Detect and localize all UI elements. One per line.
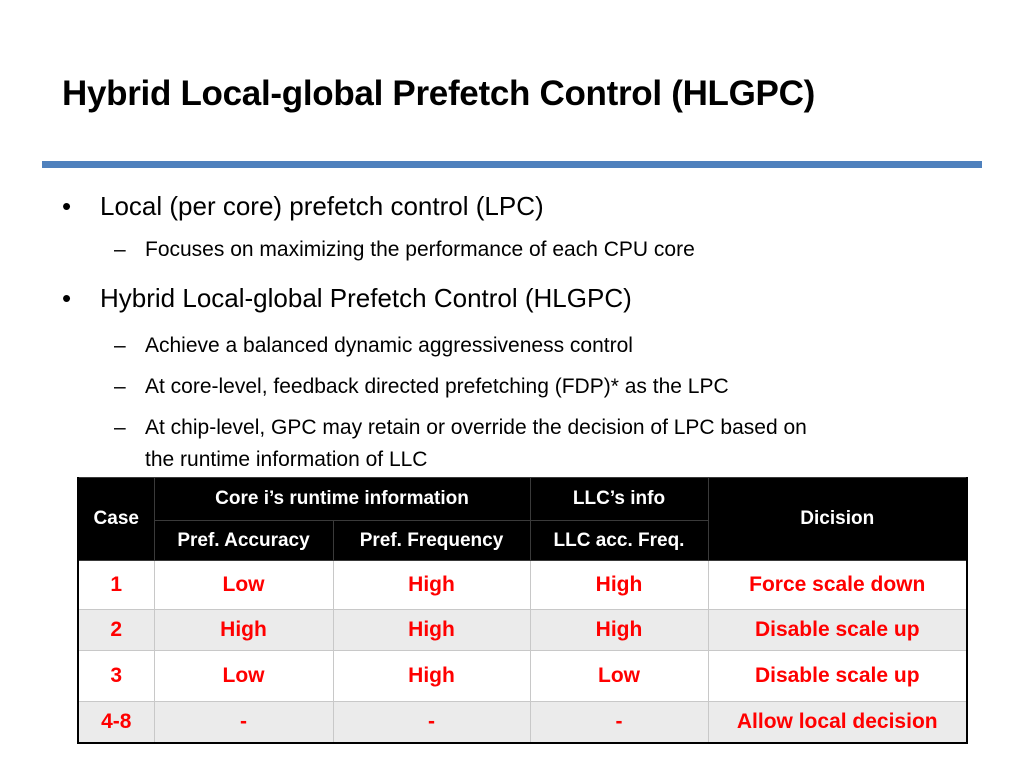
sub-bullet-core-level: – At core-level, feedback directed prefet… — [114, 371, 729, 403]
cell-frequency: High — [332, 650, 531, 702]
header-decision: Dicision — [707, 477, 968, 561]
cell-accuracy: - — [153, 701, 334, 744]
bullet-lpc-text: Local (per core) prefetch control (LPC) — [100, 191, 544, 221]
cell-accuracy: Low — [153, 650, 334, 702]
sub-bullet-text: At chip-level, GPC may retain or overrid… — [145, 416, 807, 439]
table-row: 1 Low High High Force scale down — [77, 560, 968, 610]
bullet-marker: • — [62, 283, 72, 313]
header-pref-frequency: Pref. Frequency — [332, 520, 531, 561]
cell-frequency: High — [332, 560, 531, 610]
cell-decision: Disable scale up — [707, 609, 968, 651]
cell-case: 3 — [77, 650, 155, 702]
table-row: 2 High High High Disable scale up — [77, 609, 968, 651]
sub-bullet-text: At core-level, feedback directed prefetc… — [145, 375, 729, 398]
sub-bullet-balanced: – Achieve a balanced dynamic aggressivene… — [114, 330, 633, 362]
title-divider — [42, 161, 982, 168]
header-llc-info: LLC’s info — [529, 477, 709, 521]
cell-case: 2 — [77, 609, 155, 651]
cell-decision: Force scale down — [707, 560, 968, 610]
cell-llc-freq: High — [529, 609, 709, 651]
cell-accuracy: High — [153, 609, 334, 651]
header-case: Case — [77, 477, 155, 561]
dash-marker: – — [114, 334, 126, 357]
cell-case: 1 — [77, 560, 155, 610]
sub-bullet-text-continued: the runtime information of LLC — [145, 448, 428, 471]
cell-accuracy: Low — [153, 560, 334, 610]
header-llc-acc-freq: LLC acc. Freq. — [529, 520, 709, 561]
bullet-hlgpc: • Hybrid Local-global Prefetch Control (H… — [62, 283, 632, 314]
cell-llc-freq: - — [529, 701, 709, 744]
sub-bullet-text: Achieve a balanced dynamic aggressivenes… — [145, 334, 633, 357]
cell-llc-freq: Low — [529, 650, 709, 702]
dash-marker: – — [114, 416, 126, 439]
table-row: 3 Low High Low Disable scale up — [77, 650, 968, 702]
cell-decision: Allow local decision — [707, 701, 968, 744]
slide-title: Hybrid Local-global Prefetch Control (HL… — [62, 74, 815, 113]
cell-case: 4-8 — [77, 701, 155, 744]
header-core-runtime-info: Core i’s runtime information — [153, 477, 531, 521]
table-row: 4-8 - - - Allow local decision — [77, 701, 968, 744]
dash-marker: – — [114, 375, 126, 398]
cell-frequency: - — [332, 701, 531, 744]
dash-marker: – — [114, 238, 126, 261]
header-pref-accuracy: Pref. Accuracy — [153, 520, 334, 561]
cell-frequency: High — [332, 609, 531, 651]
cell-decision: Disable scale up — [707, 650, 968, 702]
bullet-marker: • — [62, 191, 72, 221]
decision-table: Case Core i’s runtime information LLC’s … — [77, 477, 968, 744]
cell-llc-freq: High — [529, 560, 709, 610]
bullet-hlgpc-text: Hybrid Local-global Prefetch Control (HL… — [100, 283, 632, 313]
sub-bullet-text: Focuses on maximizing the performance of… — [145, 238, 695, 261]
sub-bullet-lpc-focus: – Focuses on maximizing the performance o… — [114, 234, 695, 266]
bullet-lpc: • Local (per core) prefetch control (LPC) — [62, 191, 544, 222]
sub-bullet-chip-level: – At chip-level, GPC may retain or overri… — [114, 412, 807, 476]
